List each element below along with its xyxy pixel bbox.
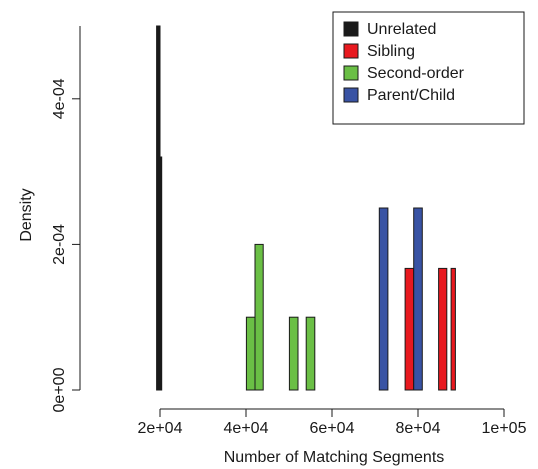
legend-label: Unrelated <box>367 21 436 38</box>
bar-sibling-0 <box>404 267 415 391</box>
x-axis-title: Number of Matching Segments <box>224 449 445 466</box>
legend-label: Sibling <box>367 43 415 60</box>
y-tick-label: 4e-04 <box>51 78 68 119</box>
legend-box <box>332 11 525 125</box>
bar-second-order-1 <box>254 243 264 391</box>
bar-parent-child-0 <box>378 207 389 391</box>
x-tick-label: 4e+04 <box>224 420 269 437</box>
y-axis-title: Density <box>18 188 35 241</box>
y-tick-label: 0e+00 <box>51 367 68 412</box>
y-tick-label: 2e-04 <box>51 224 68 265</box>
bar-parent-child-1 <box>413 207 423 391</box>
legend-swatch <box>343 87 359 103</box>
bar-second-order-3 <box>305 316 316 391</box>
legend-swatch <box>343 43 359 59</box>
bar-second-order-2 <box>288 316 299 391</box>
x-tick-label: 8e+04 <box>396 420 441 437</box>
legend-label: Second-order <box>367 65 465 82</box>
legend-swatch <box>343 65 359 81</box>
bar-unrelated-0 <box>156 25 161 391</box>
histogram-bars <box>156 25 456 391</box>
x-tick-label: 1e+05 <box>482 420 527 437</box>
bar-unrelated-1 <box>159 156 163 391</box>
bar-second-order-0 <box>245 316 256 391</box>
x-axis-ticks: 2e+04 4e+04 6e+04 8e+04 1e+05 <box>138 409 527 437</box>
bar-sibling-1 <box>438 267 448 391</box>
legend: Unrelated Sibling Second-order Parent/Child <box>332 11 525 125</box>
legend-label: Parent/Child <box>367 87 455 104</box>
legend-swatch <box>343 21 359 37</box>
bar-sibling-2 <box>450 267 456 391</box>
x-tick-label: 6e+04 <box>310 420 355 437</box>
y-axis-ticks: 0e+00 2e-04 4e-04 <box>51 78 80 412</box>
x-tick-label: 2e+04 <box>138 420 183 437</box>
